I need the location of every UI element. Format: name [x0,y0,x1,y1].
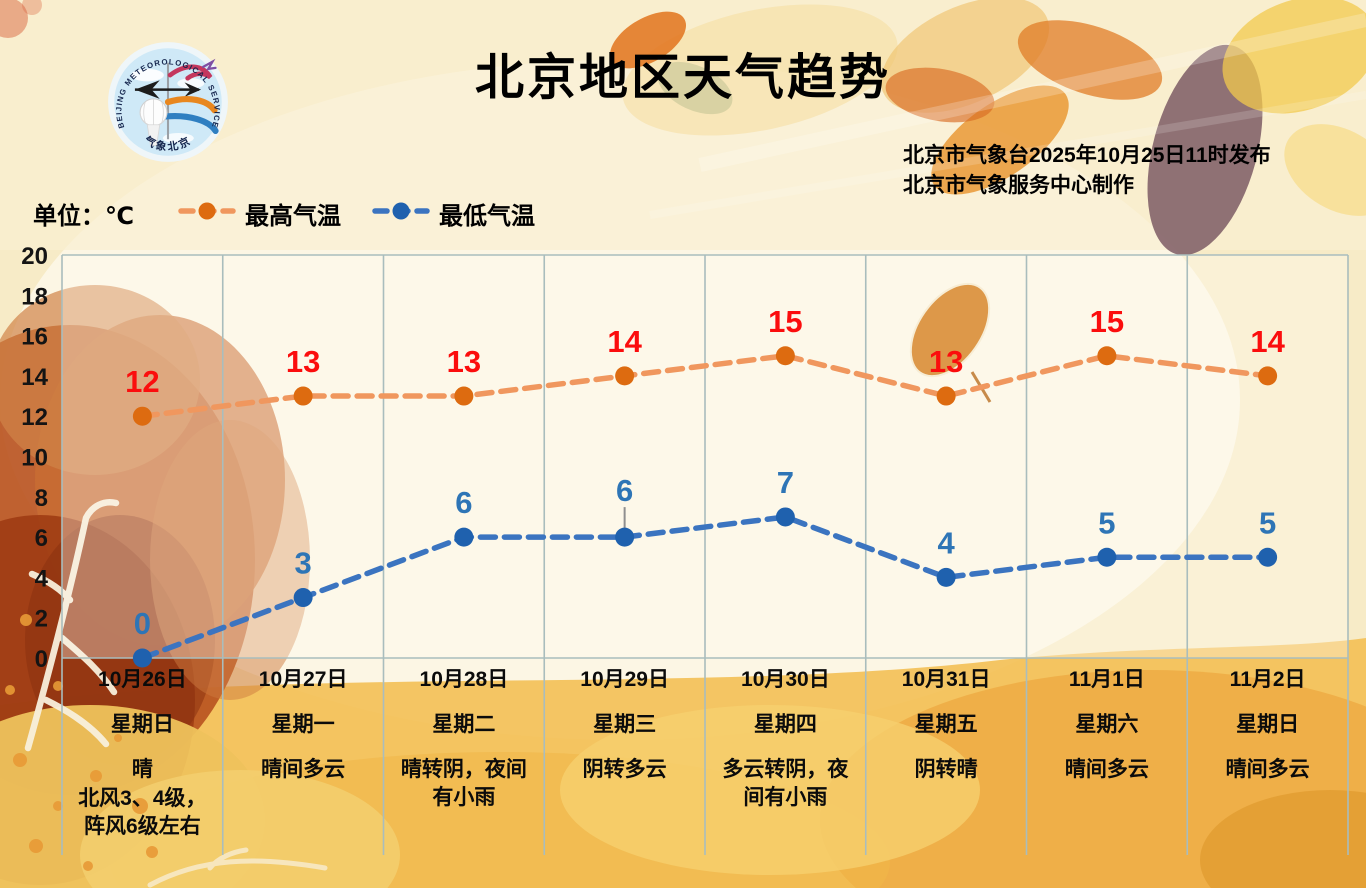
day-date-label: 10月30日 [741,668,830,691]
legend-line-marker-icon [372,202,430,220]
publish-line-2: 北京市气象服务中心制作 [903,174,1134,198]
day-weekday-label: 星期五 [914,712,978,736]
day-column-7: 11月1日星期六晴间多云 [1027,666,1188,784]
unit-label: 单位：℃ [33,203,135,230]
orange-ribbon [164,96,218,114]
day-weather-label: 晴转阴，夜间 有小雨 [400,757,527,809]
page-title: 北京地区天气趋势 [474,51,891,105]
day-weekday-label: 星期四 [753,712,817,736]
day-weather-label: 阴转多云 [582,757,667,781]
legend-item-low: 最低气温 [372,196,535,231]
legend-swatch-high-icon [178,201,236,226]
legend-line-marker-icon [178,202,236,220]
day-weekday-label: 星期六 [1075,712,1139,736]
legend-label-low: 最低气温 [439,203,535,230]
publish-line-1: 北京市气象台2025年10月25日11时发布 [903,144,1271,167]
day-wind-label: 北风3、4级， 阵风6级左右 [78,786,207,838]
day-column-8: 11月2日星期日晴间多云 [1187,666,1348,784]
blue-ribbon [162,112,219,135]
day-weather-label: 晴间多云 [1225,757,1310,781]
day-date-label: 10月27日 [258,668,348,691]
day-date-label: 11月1日 [1068,668,1145,691]
legend-item-high: 最高气温 [178,196,341,231]
day-date-label: 11月2日 [1229,668,1306,691]
day-date-label: 10月28日 [419,668,509,691]
day-weather-label: 阴转晴 [914,757,978,781]
day-weekday-label: 星期一 [271,712,335,736]
day-weekday-label: 星期三 [593,712,657,736]
beijing-meteorological-service-logo: BEIJING METEOROLOGICAL SERVICE 气象北京 [108,42,228,162]
legend: 单位：℃ 最高气温 最低气温 [0,196,1366,230]
day-weekday-label: 星期日 [1236,712,1300,736]
red-ribbon [167,64,213,81]
day-column-3: 10月28日 星期二晴转阴，夜间 有小雨 [384,666,545,812]
day-weather-label: 晴间多云 [1064,757,1149,781]
day-column-4: 10月29日 星期三阴转多云 [544,666,705,784]
day-weekday-label: 星期二 [432,712,496,736]
day-weather-label: 晴 [131,757,153,781]
day-column-1: 10月26日 星期日晴北风3、4级， 阵风6级左右 [62,666,223,841]
day-weather-label: 晴间多云 [261,757,346,781]
day-column-5: 10月30日 星期四多云转阴，夜 间有小雨 [705,666,866,812]
day-column-6: 10月31日 星期五阴转晴 [866,666,1027,784]
day-date-label: 10月26日 [98,668,187,691]
berries [5,614,158,871]
day-weekday-label: 星期日 [110,712,174,736]
day-date-label: 10月31日 [901,668,991,691]
publish-info: 北京市气象台2025年10月25日11时发布 北京市气象服务中心制作 [903,141,1271,202]
day-date-label: 10月29日 [580,668,669,691]
day-column-2: 10月27日 星期一晴间多云 [223,666,384,784]
legend-swatch-low-icon [372,201,430,226]
day-weather-label: 多云转阴，夜 间有小雨 [722,757,849,809]
legend-label-high: 最高气温 [245,203,341,230]
